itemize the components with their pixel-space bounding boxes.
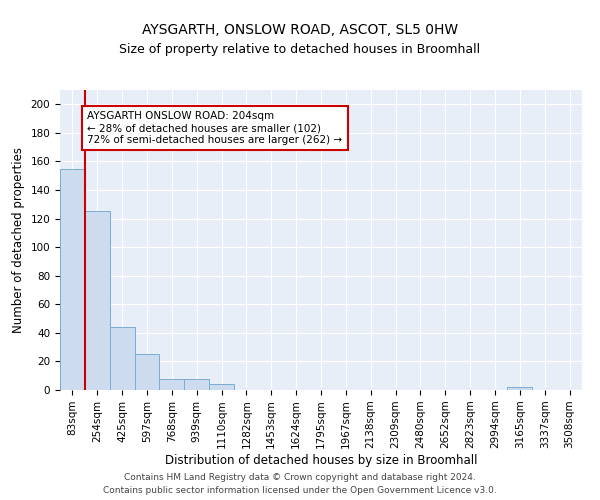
Text: Contains HM Land Registry data © Crown copyright and database right 2024.
Contai: Contains HM Land Registry data © Crown c… (103, 474, 497, 495)
Bar (85, 212, 110, 390)
Text: Size of property relative to detached houses in Broomhall: Size of property relative to detached ho… (119, 42, 481, 56)
Text: AYSGARTH, ONSLOW ROAD, ASCOT, SL5 0HW: AYSGARTH, ONSLOW ROAD, ASCOT, SL5 0HW (142, 22, 458, 36)
Bar (209, 384, 234, 390)
Bar (160, 378, 184, 390)
Bar (110, 327, 134, 390)
Text: AYSGARTH ONSLOW ROAD: 204sqm
← 28% of detached houses are smaller (102)
72% of s: AYSGARTH ONSLOW ROAD: 204sqm ← 28% of de… (88, 112, 343, 144)
X-axis label: Distribution of detached houses by size in Broomhall: Distribution of detached houses by size … (165, 454, 477, 467)
Bar (184, 378, 209, 390)
Bar (60, 168, 85, 390)
Bar (508, 387, 532, 390)
Bar (134, 354, 160, 390)
Y-axis label: Number of detached properties: Number of detached properties (12, 147, 25, 333)
